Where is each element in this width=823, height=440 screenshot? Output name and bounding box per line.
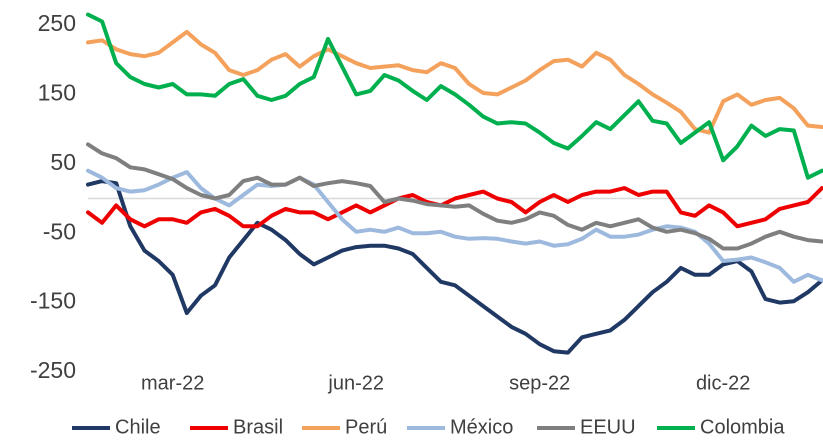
x-tick-label: dic-22 xyxy=(696,372,750,394)
series-line xyxy=(86,12,823,180)
y-tick-label: 150 xyxy=(38,79,76,105)
legend-label: Chile xyxy=(115,416,161,438)
y-tick-label: -250 xyxy=(30,357,76,383)
legend-label: Perú xyxy=(345,416,387,438)
series-line xyxy=(86,142,823,251)
x-tick-label: sep-22 xyxy=(509,372,570,394)
legend-label: México xyxy=(450,416,513,438)
y-tick-label: -150 xyxy=(30,288,76,314)
y-tick-label: 50 xyxy=(50,149,76,175)
y-tick-label: -50 xyxy=(43,218,76,244)
series-line xyxy=(86,186,823,229)
legend-label: EEUU xyxy=(580,416,636,438)
series-line xyxy=(86,179,823,355)
series-line xyxy=(86,29,823,135)
y-tick-label: 250 xyxy=(38,10,76,36)
x-tick-label: mar-22 xyxy=(141,372,204,394)
series-line xyxy=(86,168,823,284)
legend-label: Colombia xyxy=(700,416,785,438)
x-tick-label: jun-22 xyxy=(327,372,384,394)
legend-label: Brasil xyxy=(233,416,283,438)
